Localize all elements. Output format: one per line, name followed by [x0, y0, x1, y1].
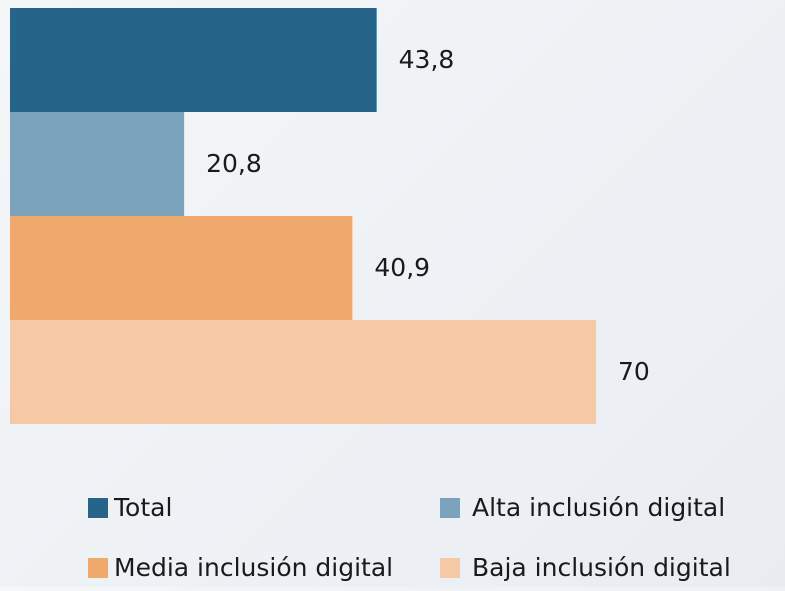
bar	[10, 216, 353, 320]
legend-swatch	[440, 498, 460, 518]
legend-label: Media inclusión digital	[114, 553, 393, 582]
value-label: 40,9	[374, 253, 430, 282]
bar	[10, 320, 596, 424]
value-label: 20,8	[206, 149, 262, 178]
legend-label: Total	[113, 493, 172, 522]
value-label: 43,8	[399, 45, 455, 74]
legend-label: Alta inclusión digital	[472, 493, 725, 522]
legend-label: Baja inclusión digital	[472, 553, 731, 582]
bar	[10, 8, 377, 112]
value-label: 70	[618, 357, 650, 386]
legend-swatch	[440, 558, 460, 578]
legend-swatch	[88, 558, 108, 578]
bar	[10, 112, 185, 216]
legend-swatch	[88, 498, 108, 518]
